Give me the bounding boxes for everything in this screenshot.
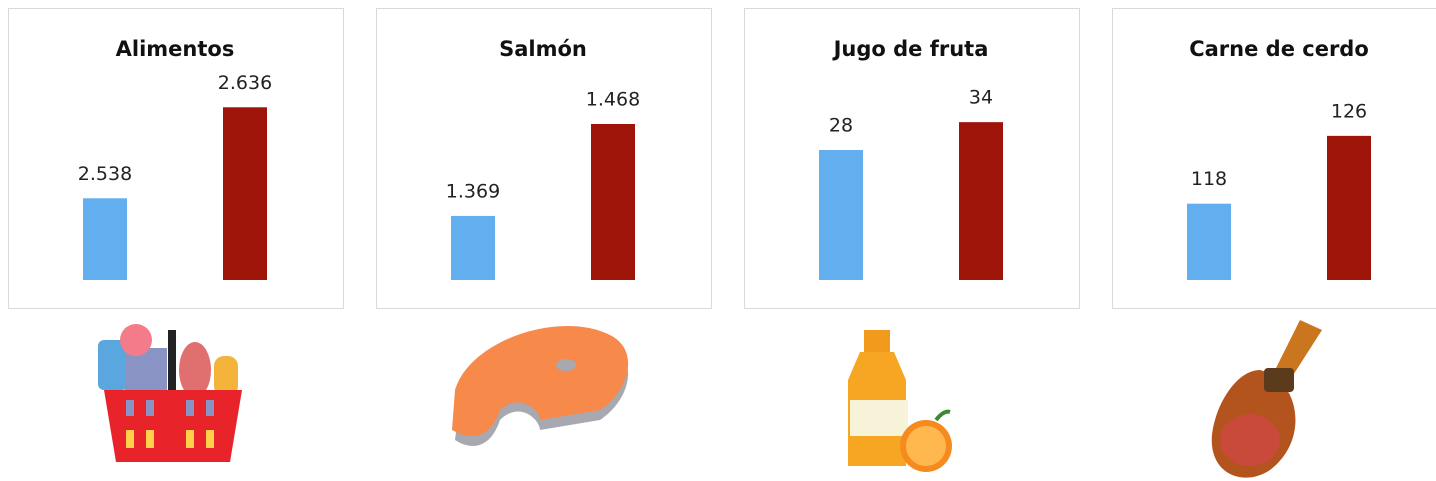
page: Alimentos 2.538 2.636 Salmón 1.369 1.468 Jugo … — [0, 0, 1436, 481]
bar — [1327, 136, 1371, 280]
value-label: 118 — [1191, 168, 1227, 190]
groceries-icon — [98, 324, 242, 462]
bar — [451, 216, 495, 280]
chart-title: Salmón — [499, 37, 587, 61]
chart-title: Jugo de fruta — [832, 37, 989, 61]
value-label: 1.468 — [586, 89, 640, 111]
bar — [83, 198, 127, 280]
salmon-icon — [452, 326, 628, 446]
bar — [819, 150, 863, 280]
bar — [1187, 204, 1231, 280]
ham-icon — [1212, 320, 1322, 478]
value-label: 2.636 — [218, 72, 272, 94]
value-label: 2.538 — [78, 163, 132, 185]
chart-title: Alimentos — [116, 37, 235, 61]
value-label: 28 — [829, 115, 853, 137]
value-label: 34 — [969, 87, 993, 109]
bar — [223, 107, 267, 280]
chart-title: Carne de cerdo — [1189, 37, 1369, 61]
bar — [591, 124, 635, 280]
value-label: 1.369 — [446, 180, 500, 202]
bar — [959, 122, 1003, 280]
value-label: 126 — [1331, 100, 1367, 122]
chart-grid: Alimentos 2.538 2.636 Salmón 1.369 1.468 Jugo … — [0, 0, 1436, 481]
juice-icon — [848, 330, 952, 472]
